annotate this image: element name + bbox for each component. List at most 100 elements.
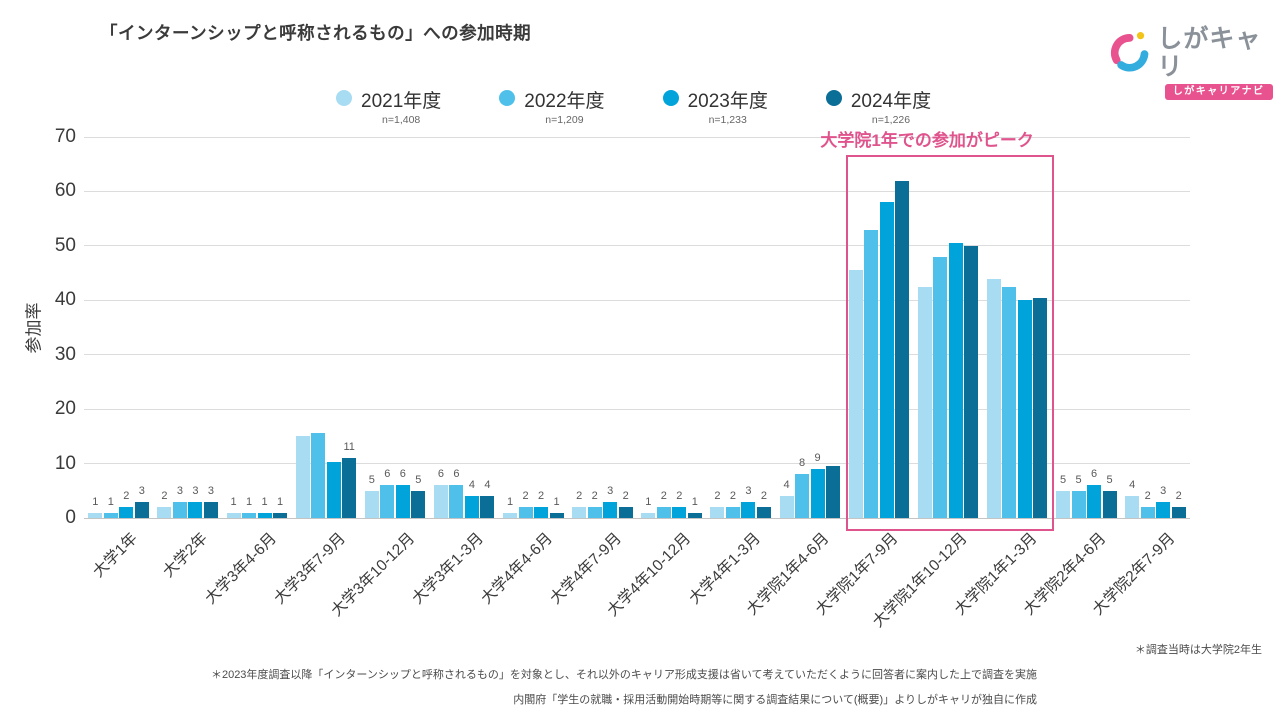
bar (103, 512, 118, 518)
logo-yellow-dot (1136, 32, 1145, 40)
bar (1125, 496, 1140, 518)
bar-value-label: 2 (1175, 490, 1182, 503)
bar (1033, 297, 1048, 518)
legend-item: 2024年度 n=1,226 (825, 86, 931, 126)
bar (157, 507, 172, 518)
brand-subtitle-badge: しがキャリアナビ (1164, 84, 1273, 100)
bar-value-label: 3 (1160, 484, 1167, 497)
bar (380, 485, 395, 518)
bar (464, 496, 479, 518)
bar-value-label: 2 (123, 490, 130, 503)
bar (257, 512, 272, 518)
bar-value-label: 1 (107, 495, 114, 508)
bar-value-label: 1 (230, 495, 237, 508)
footnote-1: ＊調査当時は大学院2年生 (1134, 644, 1262, 656)
bar-value-label: 3 (192, 484, 199, 497)
bar (710, 507, 725, 518)
x-tick-label: 大学2年 (159, 529, 211, 581)
y-tick-label: 30 (54, 343, 76, 365)
bar (986, 278, 1001, 518)
bar (203, 501, 218, 518)
bar-value-label: 3 (607, 484, 614, 497)
bar (242, 512, 257, 518)
bar (1140, 507, 1155, 518)
brand-name: しがキャリ (1157, 25, 1262, 81)
bar-value-label: 1 (645, 495, 652, 508)
bar (572, 507, 587, 518)
bar (587, 507, 602, 518)
bar-value-label: 2 (522, 490, 529, 503)
legend-series-label: 2021年度 (361, 91, 442, 112)
bar-value-label: 2 (161, 490, 168, 503)
bar (603, 501, 618, 518)
legend-series-label: 2022年度 (524, 91, 605, 112)
gridline (84, 190, 1190, 192)
bar (480, 496, 495, 518)
bar (433, 485, 448, 518)
legend-texts: 2023年度 n=1,233 (688, 86, 768, 126)
footnote-2: ＊2023年度調査以降「インターンシップと呼称されるもの」を対象とし、それ以外の… (210, 669, 1037, 681)
x-tick-label: 大学3年1-3月 (409, 529, 488, 608)
bar-value-label: 2 (622, 490, 629, 503)
bar-value-label: 5 (1075, 473, 1082, 486)
bar (364, 490, 379, 518)
bar-value-label: 1 (246, 495, 253, 508)
logo-blue-arc (1117, 50, 1149, 72)
bar (656, 507, 671, 518)
bar (395, 485, 410, 518)
bar (226, 512, 241, 518)
bar (88, 512, 103, 518)
chart-legend: 2021年度 n=1,408 2022年度 n=1,209 2023年度 n=1,233 2… (336, 86, 931, 126)
bar-value-label: 1 (691, 495, 698, 508)
bar-value-label: 5 (415, 473, 422, 486)
legend-sample-size: n=1,408 (382, 114, 421, 126)
legend-texts: 2022年度 n=1,209 (524, 86, 604, 126)
bar (503, 512, 518, 518)
bar-value-label: 8 (799, 457, 806, 470)
bar-value-label: 2 (576, 490, 583, 503)
bar (895, 180, 910, 518)
y-tick-label: 40 (54, 289, 76, 311)
x-tick-label: 大学1年 (90, 529, 142, 581)
bar-value-label: 5 (1060, 473, 1067, 486)
gridline (84, 517, 1190, 519)
legend-series-label: 2024年度 (850, 91, 932, 112)
bar (756, 507, 771, 518)
bar (1102, 490, 1117, 518)
bar-value-label: 1 (507, 495, 514, 508)
bar (342, 458, 357, 518)
brand-logo: しがキャリ しがキャリアナビ (1108, 25, 1280, 100)
x-tick-label: 大学3年4-6月 (201, 529, 280, 608)
bar-value-label: 4 (468, 479, 475, 492)
bar (188, 501, 203, 518)
bar-value-label: 6 (1091, 468, 1098, 481)
bar-value-label: 6 (453, 468, 460, 481)
bar (295, 436, 310, 518)
bar (518, 507, 533, 518)
y-tick-label: 70 (54, 126, 76, 147)
bar-value-label: 6 (384, 468, 391, 481)
bar (933, 256, 948, 518)
bar (1056, 490, 1071, 518)
x-tick-label: 大学4年4-6月 (478, 529, 557, 608)
bar-value-label: 2 (591, 490, 598, 503)
bar (641, 512, 656, 518)
bar-value-label: 2 (660, 490, 667, 503)
bar (1171, 507, 1186, 518)
bar-value-label: 6 (399, 468, 406, 481)
bar (326, 461, 341, 518)
legend-item: 2023年度 n=1,233 (662, 86, 768, 126)
bar-value-label: 2 (714, 490, 721, 503)
bar (741, 501, 756, 518)
bar (948, 243, 963, 518)
bar (687, 512, 702, 518)
y-tick-label: 60 (54, 180, 76, 202)
legend-dot-icon (662, 90, 679, 106)
bar-value-label: 2 (676, 490, 683, 503)
legend-dot-icon (499, 90, 516, 106)
bar (549, 512, 564, 518)
bar (1017, 300, 1032, 518)
bar-value-label: 5 (368, 473, 375, 486)
bar (964, 245, 979, 518)
legend-texts: 2024年度 n=1,226 (851, 86, 931, 126)
